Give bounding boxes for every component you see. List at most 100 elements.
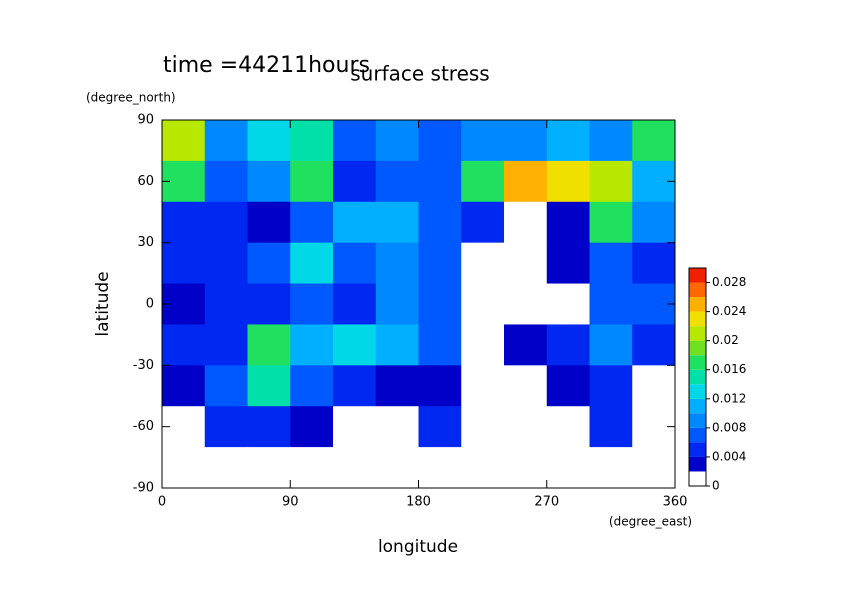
colorbar-band — [689, 384, 706, 399]
x-tick-label: 180 — [406, 495, 431, 510]
field-cell — [247, 201, 291, 244]
field-cell — [204, 447, 248, 489]
field-cell — [418, 324, 462, 366]
field-cell — [589, 283, 633, 325]
field-cell — [375, 120, 419, 162]
field-cell — [546, 447, 590, 489]
field-cell — [290, 201, 334, 244]
colorbar-tick-label: 0.016 — [712, 362, 746, 376]
y-tick-label: -60 — [133, 419, 154, 434]
field-cell — [375, 447, 419, 489]
colorbar-band — [689, 398, 706, 414]
field-cell — [247, 324, 291, 366]
x-tick-label: 270 — [534, 495, 559, 510]
field-cell — [589, 365, 633, 407]
field-cell — [204, 242, 248, 285]
colorbar-band — [689, 340, 706, 356]
colorbar-tick-label: 0.02 — [712, 333, 739, 347]
field-cell — [162, 242, 206, 285]
field-cell — [461, 406, 505, 448]
field-cell — [589, 242, 633, 285]
field-cell — [589, 324, 633, 366]
field-cell — [418, 160, 462, 203]
field-cell — [418, 447, 462, 489]
field-cell — [247, 283, 291, 325]
colorbar-tick-label: 0.004 — [712, 449, 746, 463]
field-cell — [204, 201, 248, 244]
field-cell — [333, 324, 377, 366]
field-cell — [204, 283, 248, 325]
field-cell — [162, 447, 206, 489]
field-cell — [632, 447, 676, 489]
field-cell — [290, 283, 334, 325]
field-cell — [375, 283, 419, 325]
field-cell — [290, 160, 334, 203]
field-cell — [418, 242, 462, 285]
field-cell — [632, 201, 676, 244]
colorbar-tick-label: 0.024 — [712, 304, 746, 318]
field-cell — [375, 365, 419, 407]
colorbar-band — [689, 471, 706, 486]
colorbar-tick-label: 0.008 — [712, 420, 746, 434]
field-cell — [632, 120, 676, 162]
x-tick-label: 90 — [282, 495, 299, 510]
field-cell — [162, 324, 206, 366]
field-cell — [504, 242, 548, 285]
field-cell — [461, 324, 505, 366]
field-cell — [247, 120, 291, 162]
field-cell — [162, 201, 206, 244]
field-cell — [333, 242, 377, 285]
y-tick-label: -90 — [133, 481, 154, 496]
colorbar-band — [689, 282, 706, 298]
y-axis-label: latitude — [93, 271, 113, 336]
field-cell — [204, 324, 248, 366]
y-tick-label: 0 — [146, 297, 154, 312]
field-cell — [461, 201, 505, 244]
field-cell — [632, 324, 676, 366]
field-cell — [333, 447, 377, 489]
y-tick-label: 30 — [137, 235, 154, 250]
field-cell — [461, 160, 505, 203]
x-axis-label: longitude — [378, 537, 458, 557]
field-cell — [290, 365, 334, 407]
field-cell — [333, 160, 377, 203]
field-cell — [375, 324, 419, 366]
field-cell — [375, 406, 419, 448]
colorbar-tick-label: 0.012 — [712, 391, 746, 405]
field-cell — [333, 365, 377, 407]
field-cell — [290, 406, 334, 448]
field-cell — [504, 283, 548, 325]
field-cell — [461, 120, 505, 162]
chart-subtitle: time =44211hours — [163, 53, 370, 78]
field-cell — [589, 406, 633, 448]
field-cell — [589, 201, 633, 244]
y-tick-label: 90 — [137, 113, 154, 128]
field-cell — [546, 201, 590, 244]
field-cell — [418, 406, 462, 448]
field-cell — [204, 160, 248, 203]
colorbar-band — [689, 369, 706, 385]
colorbar-band — [689, 326, 706, 341]
field-cell — [375, 242, 419, 285]
colorbar-band — [689, 427, 706, 443]
colorbar-band — [689, 297, 706, 312]
y-tick-label: 60 — [137, 174, 154, 189]
field-cell — [546, 160, 590, 203]
field-cell — [333, 283, 377, 325]
field-cell — [589, 120, 633, 162]
field-cell — [418, 365, 462, 407]
x-unit: (degree_east) — [609, 515, 692, 529]
field-cell — [546, 365, 590, 407]
x-tick-label: 360 — [663, 495, 688, 510]
field-cell — [375, 201, 419, 244]
colorbar-frame — [688, 267, 707, 487]
field-cell — [504, 120, 548, 162]
field-cell — [333, 406, 377, 448]
field-cell — [247, 242, 291, 285]
field-cell — [546, 406, 590, 448]
field-cell — [418, 120, 462, 162]
y-unit: (degree_north) — [86, 91, 176, 105]
field-cell — [546, 283, 590, 325]
field-cell — [247, 365, 291, 407]
